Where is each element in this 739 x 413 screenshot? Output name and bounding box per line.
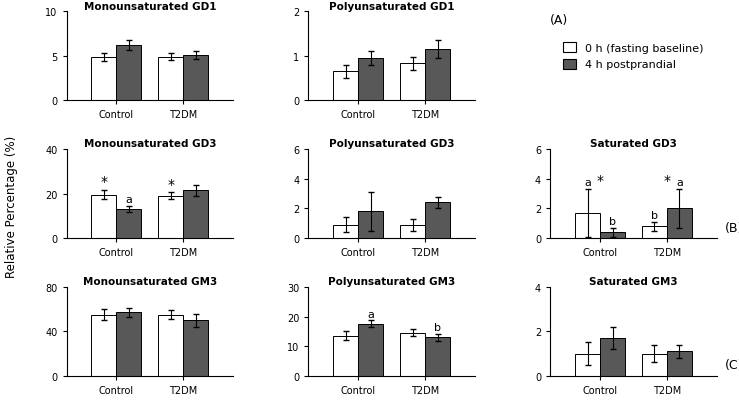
- Text: b: b: [434, 322, 441, 332]
- Bar: [358, 212, 384, 238]
- Text: b: b: [651, 211, 658, 221]
- Text: b: b: [609, 216, 616, 226]
- Bar: [183, 320, 208, 376]
- Title: Monounsaturated GD1: Monounsaturated GD1: [84, 2, 216, 12]
- Text: (A): (A): [550, 14, 568, 27]
- Text: a: a: [584, 178, 591, 188]
- Text: *: *: [664, 174, 670, 188]
- Title: Polyunsaturated GM3: Polyunsaturated GM3: [328, 276, 455, 286]
- Title: Monounsaturated GD3: Monounsaturated GD3: [84, 139, 216, 149]
- Bar: [158, 57, 183, 101]
- Bar: [333, 225, 358, 238]
- Title: Polyunsaturated GD1: Polyunsaturated GD1: [329, 2, 454, 12]
- Bar: [667, 351, 692, 376]
- Legend: 0 h (fasting baseline), 4 h postprandial: 0 h (fasting baseline), 4 h postprandial: [563, 43, 704, 70]
- Bar: [425, 203, 450, 238]
- Bar: [400, 333, 425, 376]
- Bar: [400, 225, 425, 238]
- Bar: [600, 233, 625, 238]
- Bar: [425, 337, 450, 376]
- Text: a: a: [126, 195, 132, 205]
- Title: Polyunsaturated GD3: Polyunsaturated GD3: [329, 139, 454, 149]
- Bar: [92, 195, 117, 238]
- Text: *: *: [167, 177, 174, 191]
- Bar: [183, 191, 208, 238]
- Text: (C): (C): [725, 358, 739, 371]
- Text: *: *: [596, 174, 604, 188]
- Bar: [600, 338, 625, 376]
- Text: *: *: [101, 175, 107, 189]
- Bar: [117, 313, 141, 376]
- Bar: [158, 196, 183, 238]
- Bar: [158, 315, 183, 376]
- Text: (B): (B): [725, 221, 739, 234]
- Bar: [575, 214, 600, 238]
- Bar: [642, 227, 667, 238]
- Bar: [333, 72, 358, 101]
- Text: a: a: [676, 178, 683, 188]
- Bar: [358, 59, 384, 101]
- Bar: [642, 354, 667, 376]
- Bar: [667, 209, 692, 238]
- Bar: [400, 64, 425, 101]
- Bar: [575, 354, 600, 376]
- Title: Saturated GM3: Saturated GM3: [589, 276, 678, 286]
- Text: a: a: [367, 309, 374, 319]
- Bar: [117, 210, 141, 238]
- Text: Relative Percentage (%): Relative Percentage (%): [4, 135, 18, 278]
- Bar: [183, 56, 208, 101]
- Bar: [358, 324, 384, 376]
- Bar: [117, 46, 141, 101]
- Bar: [333, 336, 358, 376]
- Bar: [425, 50, 450, 101]
- Bar: [92, 57, 117, 101]
- Title: Monounsaturated GM3: Monounsaturated GM3: [83, 276, 217, 286]
- Bar: [92, 315, 117, 376]
- Title: Saturated GD3: Saturated GD3: [590, 139, 677, 149]
